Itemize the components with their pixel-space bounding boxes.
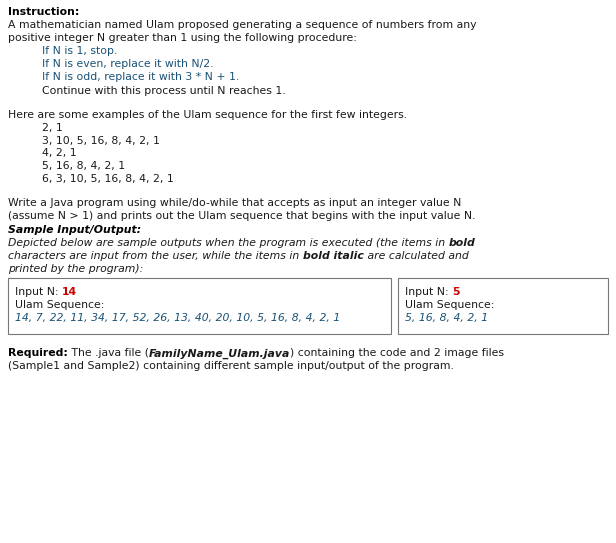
Text: 2, 1: 2, 1 [42,123,63,133]
Text: ) containing the code and 2 image files: ) containing the code and 2 image files [290,349,504,358]
Text: are calculated and: are calculated and [363,251,468,261]
Text: 5, 16, 8, 4, 2, 1: 5, 16, 8, 4, 2, 1 [42,161,125,171]
Text: bold italic: bold italic [302,251,363,261]
Text: Ulam Sequence:: Ulam Sequence: [15,300,104,310]
Text: 6, 3, 10, 5, 16, 8, 4, 2, 1: 6, 3, 10, 5, 16, 8, 4, 2, 1 [42,174,174,184]
Text: 14, 7, 22, 11, 34, 17, 52, 26, 13, 40, 20, 10, 5, 16, 8, 4, 2, 1: 14, 7, 22, 11, 34, 17, 52, 26, 13, 40, 2… [15,313,340,323]
Text: Write a Java program using while/do-while that accepts as input an integer value: Write a Java program using while/do-whil… [8,198,461,208]
Text: printed by the program):: printed by the program): [8,264,144,274]
Bar [398,279,608,334]
Text: If N is even, replace it with N/2.: If N is even, replace it with N/2. [42,59,214,69]
Text: If N is odd, replace it with 3 * N + 1.: If N is odd, replace it with 3 * N + 1. [42,72,239,81]
Text: Here are some examples of the Ulam sequence for the first few integers.: Here are some examples of the Ulam seque… [8,110,407,120]
Text: Continue with this process until N reaches 1.: Continue with this process until N reach… [42,86,286,96]
Text: bold: bold [448,238,476,248]
Text: 5, 16, 8, 4, 2, 1: 5, 16, 8, 4, 2, 1 [405,313,488,323]
Text: FamilyName_Ulam.java: FamilyName_Ulam.java [148,349,290,359]
Text: 5: 5 [452,287,460,298]
Text: characters are input from the user, while the items in: characters are input from the user, whil… [8,251,302,261]
Text: positive integer N greater than 1 using the following procedure:: positive integer N greater than 1 using … [8,33,357,43]
Text: Sample Input/Output:: Sample Input/Output: [8,225,141,235]
Text: Instruction:: Instruction: [8,7,79,17]
Text: Required:: Required: [8,349,68,358]
Text: Ulam Sequence:: Ulam Sequence: [405,300,495,310]
Text: If N is 1, stop.: If N is 1, stop. [42,46,118,56]
Text: 3, 10, 5, 16, 8, 4, 2, 1: 3, 10, 5, 16, 8, 4, 2, 1 [42,136,160,146]
Text: (assume N > 1) and prints out the Ulam sequence that begins with the input value: (assume N > 1) and prints out the Ulam s… [8,211,476,220]
Text: Input N:: Input N: [15,287,62,298]
Text: 4, 2, 1: 4, 2, 1 [42,148,76,159]
Text: 14: 14 [62,287,77,298]
Text: A mathematician named Ulam proposed generating a sequence of numbers from any: A mathematician named Ulam proposed gene… [8,21,477,30]
Text: Depicted below are sample outputs when the program is executed (the items in: Depicted below are sample outputs when t… [8,238,448,248]
Text: Input N:: Input N: [405,287,452,298]
Text: (Sample1 and Sample2) containing different sample input/output of the program.: (Sample1 and Sample2) containing differe… [8,361,454,371]
Text: The .java file (: The .java file ( [68,349,148,358]
Bar [8,279,391,334]
